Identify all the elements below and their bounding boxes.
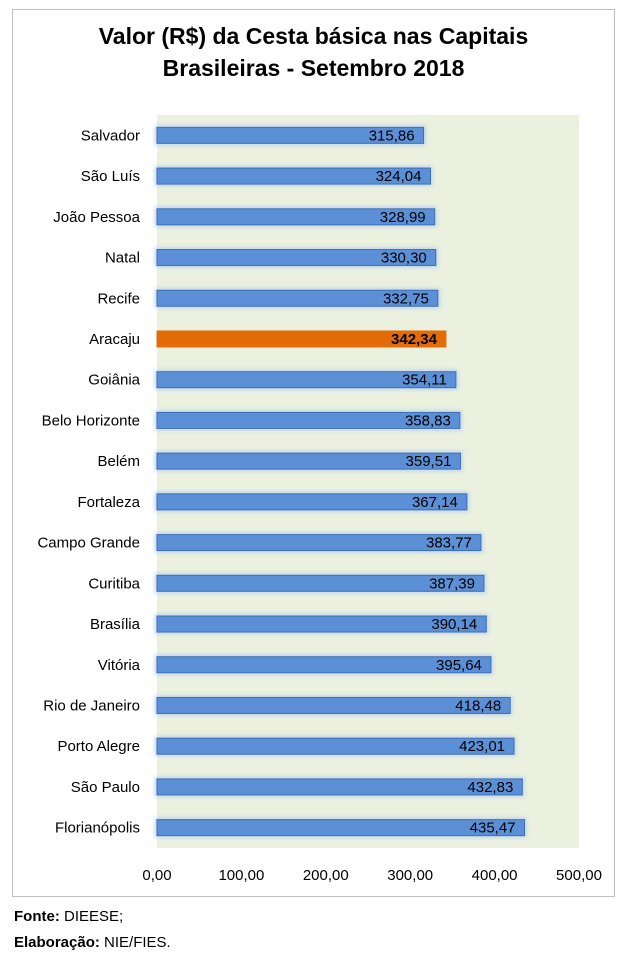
plot-area bbox=[157, 115, 579, 848]
bar-15 bbox=[156, 737, 515, 755]
value-label-17: 435,47 bbox=[470, 820, 516, 837]
bar-11 bbox=[156, 574, 485, 592]
category-label-8: Belém bbox=[97, 453, 140, 470]
value-label-9: 367,14 bbox=[412, 494, 458, 511]
bars-layer bbox=[155, 125, 527, 838]
value-label-11: 387,39 bbox=[429, 575, 475, 592]
value-label-14: 418,48 bbox=[455, 697, 501, 714]
value-labels: 315,86 324,04 328,99 330,30 332,75 342,34 354,… bbox=[369, 127, 516, 836]
value-label-6: 354,11 bbox=[402, 372, 447, 389]
category-label-10: Campo Grande bbox=[37, 535, 140, 552]
value-label-2: 328,99 bbox=[380, 209, 426, 226]
value-label-3: 330,30 bbox=[381, 250, 427, 267]
chart-title: Valor (R$) da Cesta básica nas Capitais … bbox=[12, 20, 615, 84]
value-label-8: 359,51 bbox=[406, 453, 452, 470]
bar-1 bbox=[156, 167, 431, 185]
category-label-14: Rio de Janeiro bbox=[43, 697, 140, 714]
x-tick-label-0: 0,00 bbox=[142, 867, 171, 884]
value-label-10: 383,77 bbox=[426, 535, 472, 552]
category-label-3: Natal bbox=[105, 250, 140, 267]
category-labels: Salvador São Luís João Pessoa Natal Recife Ar… bbox=[37, 127, 140, 836]
bar-14 bbox=[156, 696, 511, 714]
bar-3 bbox=[156, 249, 437, 267]
bar-13 bbox=[156, 656, 492, 674]
value-label-0: 315,86 bbox=[369, 127, 415, 144]
x-tick-label-4: 400,00 bbox=[472, 867, 518, 884]
category-label-4: Recife bbox=[97, 290, 140, 307]
bar-10 bbox=[156, 534, 482, 552]
category-label-0: Salvador bbox=[81, 127, 140, 144]
bar-8 bbox=[156, 452, 461, 470]
category-label-13: Vitória bbox=[98, 657, 141, 674]
category-label-12: Brasília bbox=[90, 616, 141, 633]
bar-5 bbox=[156, 330, 447, 348]
bar-2 bbox=[156, 208, 436, 226]
value-label-16: 432,83 bbox=[467, 779, 513, 796]
category-label-1: São Luís bbox=[81, 168, 140, 185]
category-label-5: Aracaju bbox=[89, 331, 140, 348]
bar-9 bbox=[156, 493, 468, 511]
value-label-5: 342,34 bbox=[391, 331, 438, 348]
source-value: DIEESE; bbox=[64, 908, 124, 925]
value-label-1: 324,04 bbox=[376, 168, 422, 185]
bar-17 bbox=[156, 819, 526, 837]
x-tick-label-2: 200,00 bbox=[303, 867, 349, 884]
bar-7 bbox=[156, 411, 461, 429]
bar-0 bbox=[156, 126, 425, 144]
category-label-16: São Paulo bbox=[71, 779, 140, 796]
x-tick-label-5: 500,00 bbox=[556, 867, 602, 884]
bar-16 bbox=[156, 778, 523, 796]
value-label-15: 423,01 bbox=[459, 738, 505, 755]
x-tick-label-1: 100,00 bbox=[218, 867, 264, 884]
prepared-label: Elaboração: bbox=[14, 934, 100, 951]
source-line: Fonte: DIEESE; bbox=[14, 908, 123, 925]
prepared-by-line: Elaboração: NIE/FIES. bbox=[14, 934, 171, 951]
x-tick-label-3: 300,00 bbox=[387, 867, 433, 884]
bar-12 bbox=[156, 615, 487, 633]
x-axis-ticks: 0,00 100,00 200,00 300,00 400,00 500,00 bbox=[142, 867, 602, 884]
category-label-15: Porto Alegre bbox=[57, 738, 140, 755]
bar-4 bbox=[156, 289, 439, 307]
value-label-13: 395,64 bbox=[436, 657, 482, 674]
bar-6 bbox=[156, 371, 457, 389]
source-label: Fonte: bbox=[14, 908, 60, 925]
category-label-17: Florianópolis bbox=[55, 820, 140, 837]
prepared-value: NIE/FIES. bbox=[104, 934, 171, 951]
value-label-4: 332,75 bbox=[383, 290, 429, 307]
chart-title-line-2: Brasileiras - Setembro 2018 bbox=[162, 55, 465, 81]
chart-title-line-1: Valor (R$) da Cesta básica nas Capitais bbox=[98, 23, 529, 49]
category-label-7: Belo Horizonte bbox=[42, 412, 140, 429]
category-label-9: Fortaleza bbox=[77, 494, 140, 511]
value-label-12: 390,14 bbox=[431, 616, 477, 633]
value-label-7: 358,83 bbox=[405, 412, 451, 429]
category-label-6: Goiânia bbox=[88, 372, 140, 389]
category-label-2: João Pessoa bbox=[53, 209, 140, 226]
category-label-11: Curitiba bbox=[88, 575, 140, 592]
